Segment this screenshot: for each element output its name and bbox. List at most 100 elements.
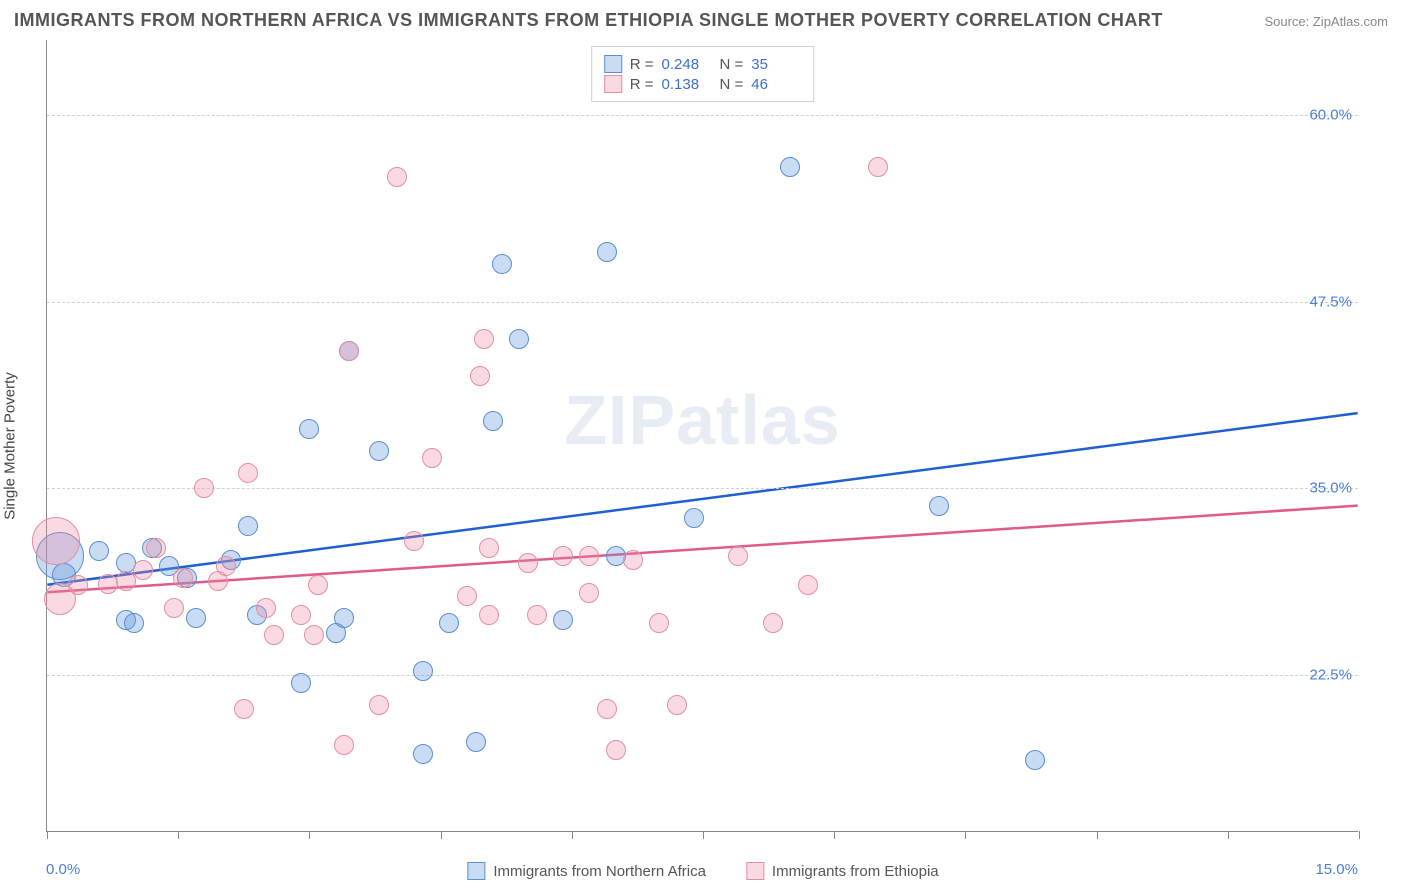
scatter-point [291,605,311,625]
scatter-point [264,625,284,645]
scatter-point [1025,750,1045,770]
scatter-point [606,740,626,760]
scatter-point [173,568,193,588]
scatter-point [299,419,319,439]
legend-r-label: R = [630,76,654,93]
scatter-point [684,508,704,528]
scatter-point [334,735,354,755]
scatter-point [422,448,442,468]
y-grid-label: 22.5% [1309,667,1352,684]
legend-swatch [746,862,764,880]
legend-n-value: 46 [751,76,801,93]
x-tick [834,831,835,839]
scatter-point [527,605,547,625]
watermark: ZIPatlas [564,380,840,460]
scatter-point [413,661,433,681]
series-legend: Immigrants from Northern Africa Immigrant… [467,862,938,880]
legend-swatch [604,75,622,93]
scatter-point [68,575,88,595]
scatter-point [868,157,888,177]
scatter-point [369,441,389,461]
scatter-point [474,329,494,349]
correlation-legend: R = 0.248 N = 35 R = 0.138 N = 46 [591,46,815,102]
legend-n-label: N = [720,56,744,73]
legend-r-value: 0.138 [662,76,712,93]
source-attribution: Source: ZipAtlas.com [1264,14,1388,29]
scatter-point [509,329,529,349]
scatter-point [597,242,617,262]
scatter-point [334,608,354,628]
plot-area: ZIPatlas R = 0.248 N = 35 R = 0.138 N = 46 22.5… [46,40,1358,832]
x-tick [47,831,48,839]
scatter-point [492,254,512,274]
scatter-point [479,605,499,625]
legend-row: R =0.248N =35 [604,55,802,73]
scatter-point [597,699,617,719]
legend-series-name: Immigrants from Northern Africa [493,863,706,880]
scatter-point [238,463,258,483]
scatter-point [466,732,486,752]
scatter-point [553,610,573,630]
legend-n-label: N = [720,76,744,93]
legend-series-name: Immigrants from Ethiopia [772,863,939,880]
trend-line [47,413,1357,585]
y-grid-label: 60.0% [1309,106,1352,123]
gridline [47,488,1358,489]
legend-item: Immigrants from Northern Africa [467,862,706,880]
scatter-point [164,598,184,618]
x-axis-max-label: 15.0% [1315,861,1358,878]
legend-item: Immigrants from Ethiopia [746,862,939,880]
scatter-point [579,546,599,566]
scatter-point [124,613,144,633]
scatter-point [194,478,214,498]
scatter-point [470,366,490,386]
scatter-point [304,625,324,645]
chart-title: IMMIGRANTS FROM NORTHERN AFRICA VS IMMIG… [14,10,1163,31]
legend-swatch [467,862,485,880]
x-tick [1359,831,1360,839]
scatter-point [728,546,748,566]
scatter-point [579,583,599,603]
scatter-point [457,586,477,606]
scatter-point [518,553,538,573]
scatter-point [369,695,389,715]
scatter-point [216,556,236,576]
x-tick [965,831,966,839]
scatter-point [146,538,166,558]
x-tick [441,831,442,839]
scatter-point [623,550,643,570]
scatter-point [929,496,949,516]
scatter-point [780,157,800,177]
scatter-point [649,613,669,633]
scatter-point [763,613,783,633]
scatter-point [439,613,459,633]
scatter-point [387,167,407,187]
scatter-point [89,541,109,561]
scatter-point [238,516,258,536]
scatter-point [339,341,359,361]
x-tick [703,831,704,839]
scatter-point [404,531,424,551]
y-grid-label: 35.0% [1309,480,1352,497]
gridline [47,675,1358,676]
scatter-point [308,575,328,595]
legend-swatch [604,55,622,73]
x-tick [309,831,310,839]
legend-n-value: 35 [751,56,801,73]
gridline [47,115,1358,116]
scatter-point [256,598,276,618]
scatter-point [553,546,573,566]
legend-r-value: 0.248 [662,56,712,73]
x-tick [1228,831,1229,839]
y-grid-label: 47.5% [1309,293,1352,310]
scatter-point [413,744,433,764]
legend-row: R = 0.138 N = 46 [604,75,802,93]
scatter-point [479,538,499,558]
y-axis-label: Single Mother Poverty [2,372,19,520]
scatter-point [116,571,136,591]
gridline [47,302,1358,303]
x-tick [572,831,573,839]
scatter-point [291,673,311,693]
scatter-point [798,575,818,595]
scatter-point [133,560,153,580]
